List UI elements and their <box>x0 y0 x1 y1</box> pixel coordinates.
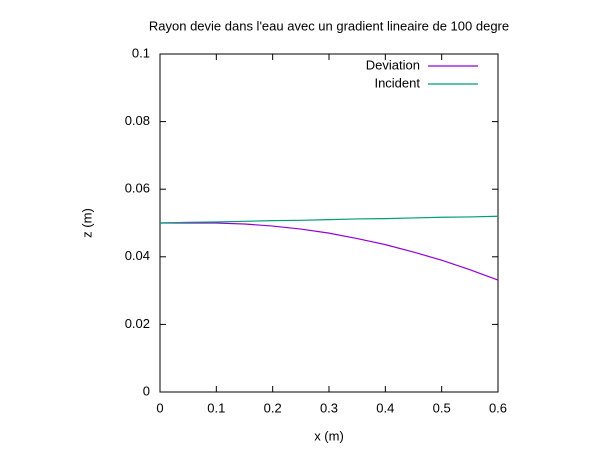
y-tick-label: 0 <box>143 383 150 398</box>
y-tick-label: 0.08 <box>125 113 150 128</box>
x-axis-label: x (m) <box>314 428 344 443</box>
legend-label: Deviation <box>366 57 420 72</box>
x-tick-label: 0.3 <box>320 400 338 415</box>
data-line <box>159 215 499 224</box>
x-tick-label: 0.5 <box>433 400 451 415</box>
y-tick-label: 0.04 <box>125 248 150 263</box>
x-tick-label: 0 <box>156 400 163 415</box>
y-tick-label: 0.06 <box>125 181 150 196</box>
x-tick-label: 0.6 <box>489 400 507 415</box>
y-tick-label: 0.02 <box>125 316 150 331</box>
x-tick-label: 0.4 <box>376 400 394 415</box>
y-tick-label: 0.1 <box>132 45 150 60</box>
legend-label: Incident <box>374 75 420 90</box>
data-line <box>160 222 499 281</box>
chart-title: Rayon devie dans l'eau avec un gradient … <box>149 18 509 33</box>
y-axis-label: z (m) <box>79 208 94 238</box>
x-tick-label: 0.2 <box>264 400 282 415</box>
x-tick-label: 0.1 <box>207 400 225 415</box>
